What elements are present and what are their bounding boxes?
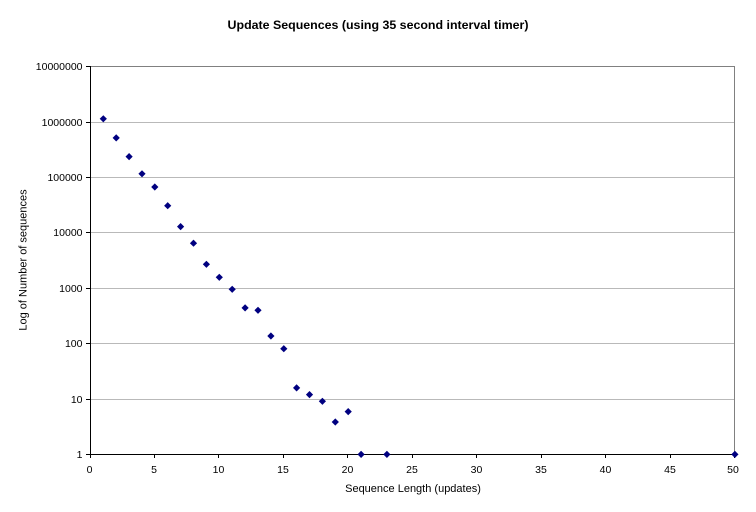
svg-text:1000: 1000 — [59, 283, 83, 295]
svg-text:40: 40 — [600, 464, 612, 476]
svg-text:100000: 100000 — [47, 172, 82, 184]
svg-text:Update Sequences (using 35 sec: Update Sequences (using 35 second interv… — [228, 18, 529, 32]
svg-text:10: 10 — [71, 394, 83, 406]
svg-text:30: 30 — [471, 464, 483, 476]
svg-text:1: 1 — [77, 449, 83, 461]
svg-text:Sequence Length (updates): Sequence Length (updates) — [345, 483, 481, 495]
svg-text:35: 35 — [535, 464, 547, 476]
svg-text:10: 10 — [213, 464, 225, 476]
svg-text:Log of Number of sequences: Log of Number of sequences — [18, 189, 30, 331]
svg-text:50: 50 — [727, 464, 739, 476]
svg-text:20: 20 — [342, 464, 354, 476]
svg-text:5: 5 — [151, 464, 157, 476]
svg-text:15: 15 — [277, 464, 289, 476]
svg-text:100: 100 — [65, 338, 83, 350]
svg-text:25: 25 — [406, 464, 418, 476]
svg-text:0: 0 — [87, 464, 93, 476]
svg-text:45: 45 — [664, 464, 676, 476]
svg-text:10000: 10000 — [53, 227, 82, 239]
svg-text:1000000: 1000000 — [42, 117, 83, 129]
svg-text:10000000: 10000000 — [36, 61, 83, 73]
